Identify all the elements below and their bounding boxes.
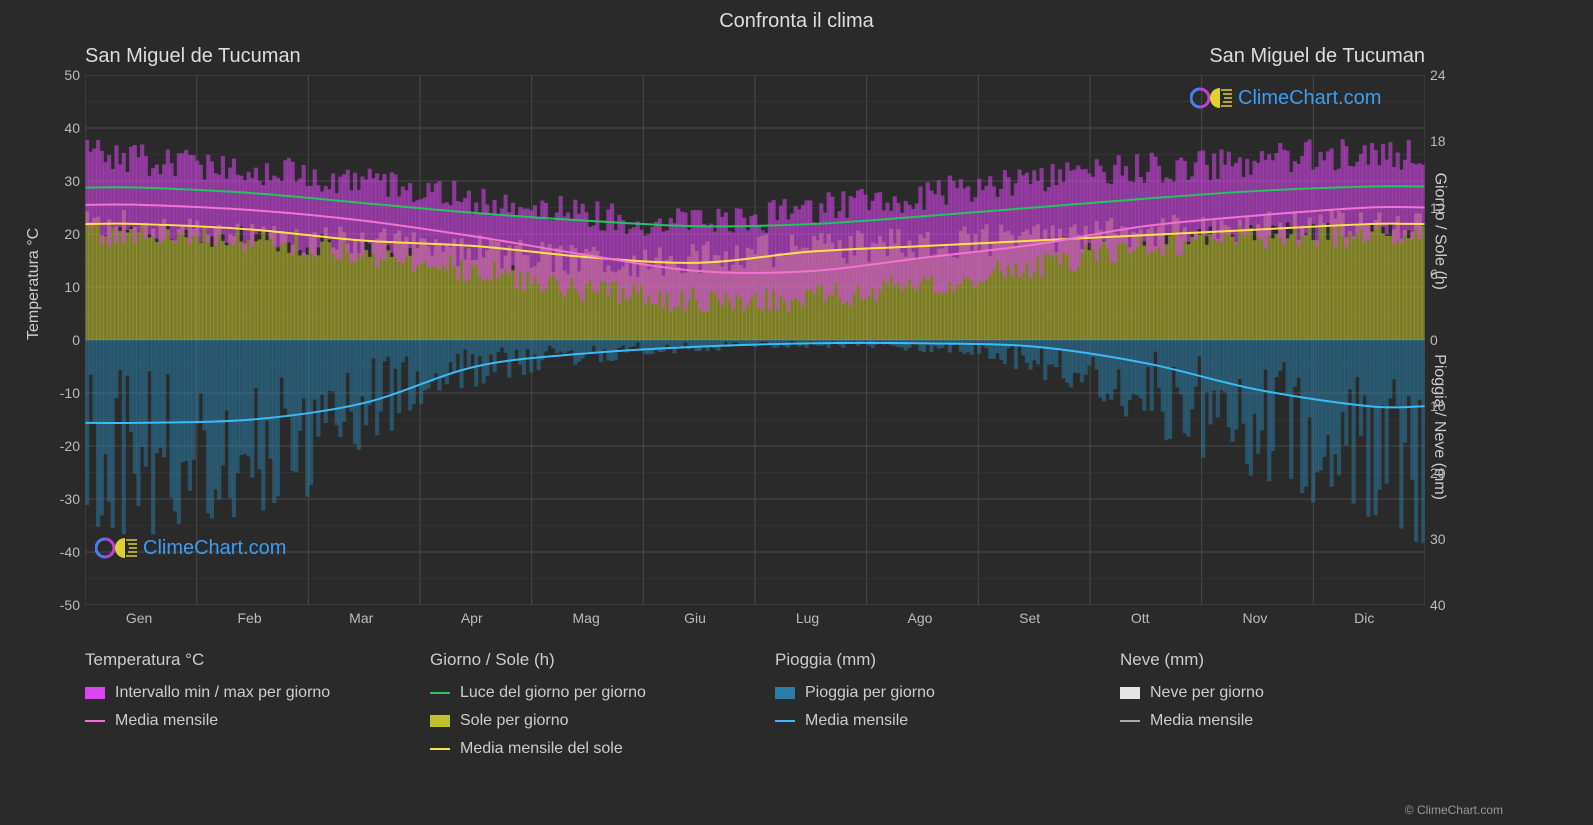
legend-col-temperature: Temperatura °C Intervallo min / max per … — [85, 650, 390, 768]
subtitle-left: San Miguel de Tucuman — [85, 45, 301, 68]
swatch-icon — [775, 687, 795, 699]
y-left-tick: 0 — [72, 332, 80, 348]
y-right-tick: 40 — [1430, 597, 1446, 613]
y-left-tick: -30 — [60, 491, 80, 507]
x-tick: Lug — [796, 610, 819, 626]
swatch-line-icon — [85, 720, 105, 722]
swatch-line-icon — [430, 748, 450, 750]
legend-item: Media mensile — [85, 712, 390, 730]
swatch-icon — [430, 715, 450, 727]
legend-header: Pioggia (mm) — [775, 650, 1080, 670]
y-right-tick: 24 — [1430, 67, 1446, 83]
swatch-line-icon — [1120, 720, 1140, 722]
swatch-icon — [85, 687, 105, 699]
swatch-line-icon — [430, 692, 450, 694]
x-tick: Mag — [573, 610, 600, 626]
chart-title: Confronta il clima — [0, 0, 1593, 33]
y-left-tick: -20 — [60, 438, 80, 454]
legend-item: Sole per giorno — [430, 712, 735, 730]
x-ticks: Gen Feb Mar Apr Mag Giu Lug Ago Set Ott Nov Dic — [85, 610, 1425, 630]
x-tick: Ott — [1131, 610, 1150, 626]
chart-svg — [85, 75, 1425, 605]
chart-plot-area — [85, 75, 1425, 605]
legend-label: Media mensile — [805, 712, 908, 730]
legend-item: Pioggia per giorno — [775, 684, 1080, 702]
y-right-tick: 0 — [1430, 332, 1438, 348]
legend-header: Neve (mm) — [1120, 650, 1425, 670]
legend-item: Luce del giorno per giorno — [430, 684, 735, 702]
legend-header: Temperatura °C — [85, 650, 390, 670]
y-left-tick: 20 — [64, 226, 80, 242]
x-tick: Set — [1019, 610, 1040, 626]
y-left-tick: -10 — [60, 385, 80, 401]
logo-icon — [1190, 85, 1232, 111]
legend-label: Neve per giorno — [1150, 684, 1264, 702]
legend-label: Pioggia per giorno — [805, 684, 935, 702]
legend-label: Intervallo min / max per giorno — [115, 684, 330, 702]
watermark-text: ClimeChart.com — [143, 537, 286, 560]
y-right-ticks: 2418126010203040 — [1430, 75, 1465, 605]
legend: Temperatura °C Intervallo min / max per … — [85, 650, 1425, 768]
y-left-tick: 40 — [64, 120, 80, 136]
y-right-tick: 6 — [1430, 266, 1438, 282]
swatch-icon — [1120, 687, 1140, 699]
watermark-bottom: ClimeChart.com — [95, 535, 286, 561]
swatch-line-icon — [775, 720, 795, 722]
y-left-tick: 10 — [64, 279, 80, 295]
x-tick: Ago — [908, 610, 933, 626]
logo-icon — [95, 535, 137, 561]
legend-label: Media mensile — [1150, 712, 1253, 730]
y-left-ticks: 50403020100-10-20-30-40-50 — [45, 75, 80, 605]
y-right-tick: 20 — [1430, 465, 1446, 481]
y-right-tick: 10 — [1430, 398, 1446, 414]
y-left-tick: 30 — [64, 173, 80, 189]
watermark-top: ClimeChart.com — [1190, 85, 1381, 111]
legend-item: Neve per giorno — [1120, 684, 1425, 702]
y-right-tick: 12 — [1430, 200, 1446, 216]
legend-col-snow: Neve (mm) Neve per giorno Media mensile — [1120, 650, 1425, 768]
x-tick: Giu — [684, 610, 706, 626]
legend-item: Media mensile del sole — [430, 740, 735, 758]
legend-item: Media mensile — [1120, 712, 1425, 730]
legend-label: Media mensile del sole — [460, 740, 623, 758]
copyright: © ClimeChart.com — [1405, 803, 1503, 817]
legend-item: Media mensile — [775, 712, 1080, 730]
y-left-axis-label: Temperatura °C — [25, 228, 43, 340]
legend-col-rain: Pioggia (mm) Pioggia per giorno Media me… — [775, 650, 1080, 768]
y-right-tick: 30 — [1430, 531, 1446, 547]
legend-col-daylight: Giorno / Sole (h) Luce del giorno per gi… — [430, 650, 735, 768]
y-right-tick: 18 — [1430, 133, 1446, 149]
y-left-tick: -50 — [60, 597, 80, 613]
watermark-text: ClimeChart.com — [1238, 87, 1381, 110]
subtitle-right: San Miguel de Tucuman — [1209, 45, 1425, 68]
legend-label: Luce del giorno per giorno — [460, 684, 646, 702]
legend-header: Giorno / Sole (h) — [430, 650, 735, 670]
legend-label: Sole per giorno — [460, 712, 569, 730]
y-left-tick: -40 — [60, 544, 80, 560]
x-tick: Apr — [461, 610, 483, 626]
x-tick: Mar — [349, 610, 373, 626]
y-left-tick: 50 — [64, 67, 80, 83]
x-tick: Gen — [126, 610, 152, 626]
x-tick: Feb — [238, 610, 262, 626]
x-tick: Dic — [1354, 610, 1374, 626]
legend-item: Intervallo min / max per giorno — [85, 684, 390, 702]
x-tick: Nov — [1243, 610, 1268, 626]
legend-label: Media mensile — [115, 712, 218, 730]
